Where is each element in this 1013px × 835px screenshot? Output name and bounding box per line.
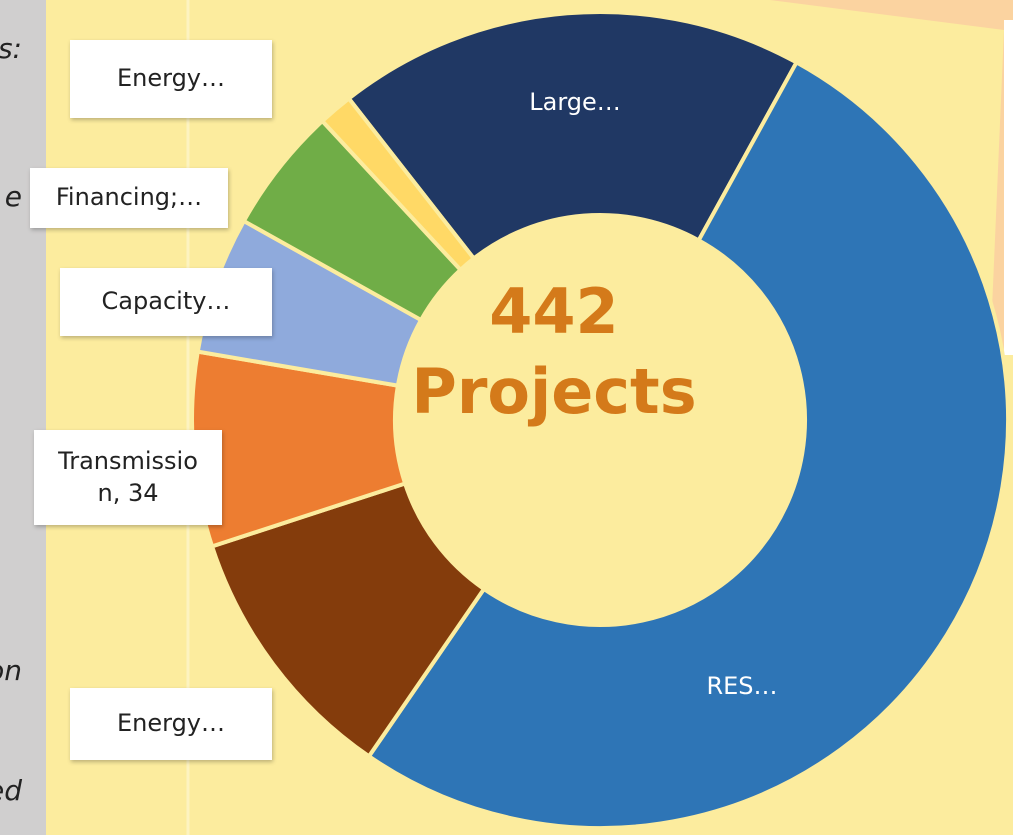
sidebar-text: ed <box>0 774 22 807</box>
segment-label: Financing;… <box>30 168 228 228</box>
segment-label: Large… <box>529 88 621 116</box>
segment-label: Energy… <box>70 40 272 118</box>
donut-hole <box>395 215 805 625</box>
sidebar-text: e <box>5 180 22 213</box>
segment-label: RES… <box>706 672 777 700</box>
sidebar-text: s: <box>0 32 22 65</box>
segment-label: Capacity… <box>60 268 272 336</box>
segment-label: Energy… <box>70 688 272 760</box>
segment-label: Transmission, 34 <box>34 430 222 525</box>
center-text: Projects <box>411 355 696 428</box>
white-strip <box>1004 20 1013 355</box>
sidebar-text: on <box>0 654 22 687</box>
side-panel <box>0 0 46 835</box>
center-text: 442 <box>489 275 618 348</box>
